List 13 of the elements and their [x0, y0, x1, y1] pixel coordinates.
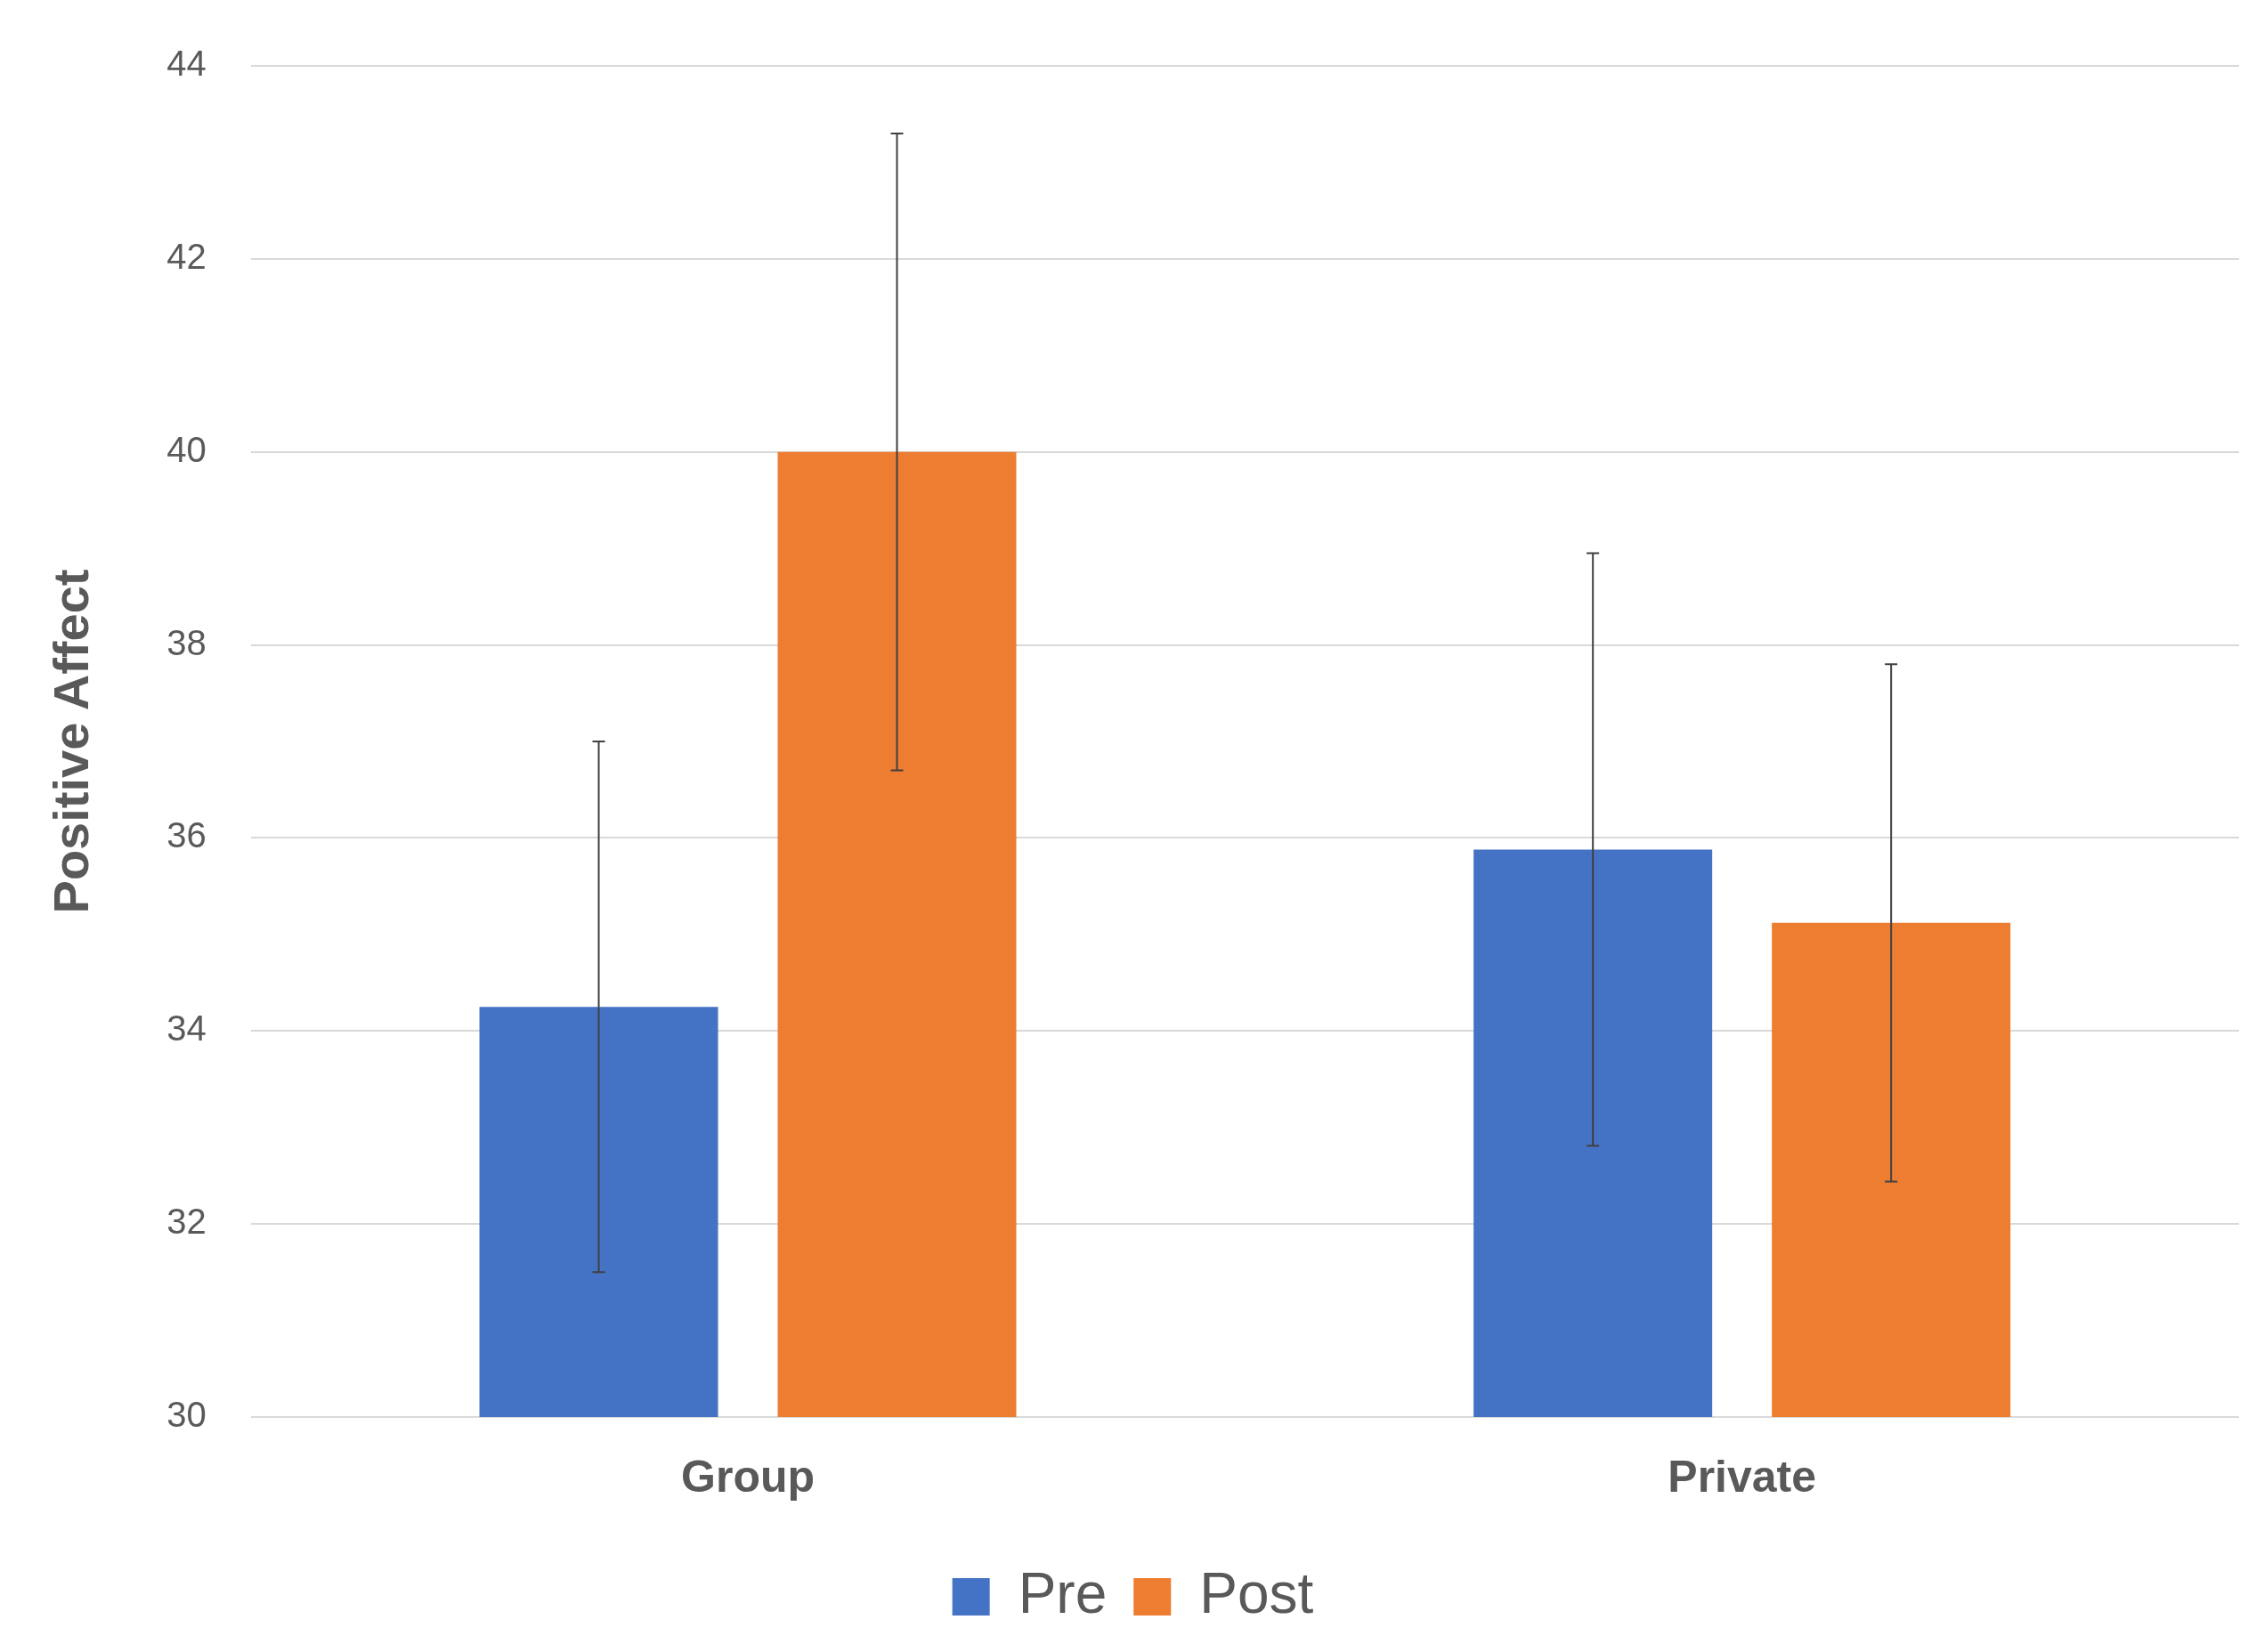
y-tick-label: 42 [166, 236, 207, 276]
legend-label: Post [1199, 1560, 1314, 1625]
x-tick-label: Group [681, 1451, 816, 1502]
x-tick-label: Private [1668, 1451, 1817, 1502]
y-tick-label: 30 [166, 1395, 207, 1435]
y-tick-label: 32 [166, 1202, 207, 1242]
legend-label: Pre [1018, 1560, 1108, 1625]
y-tick-label: 34 [166, 1008, 207, 1049]
y-tick-label: 36 [166, 815, 207, 855]
y-axis-title: Positive Affect [43, 569, 100, 914]
y-tick-label: 40 [166, 429, 207, 469]
y-tick-label: 38 [166, 622, 207, 662]
y-tick-label: 44 [166, 44, 207, 84]
